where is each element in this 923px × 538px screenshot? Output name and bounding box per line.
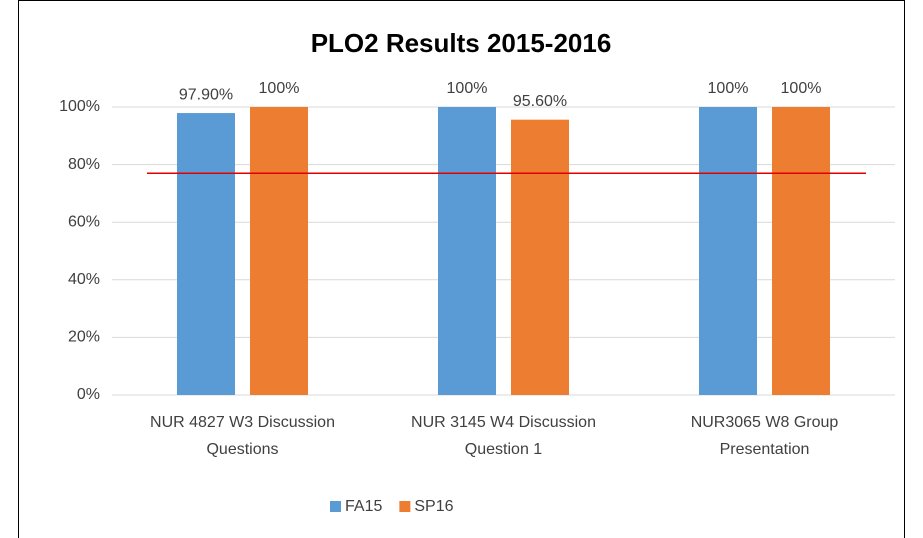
bar	[699, 107, 757, 395]
bar	[772, 107, 830, 395]
chart-title: PLO2 Results 2015-2016	[311, 28, 612, 58]
legend-swatch	[330, 501, 341, 512]
y-tick-label: 80%	[68, 156, 100, 173]
x-tick-label: NUR 3145 W4 Discussion Question 1	[411, 414, 596, 458]
bar	[177, 113, 235, 395]
bar	[438, 107, 496, 395]
bar	[250, 107, 308, 395]
legend-label: SP16	[414, 498, 453, 515]
x-tick-label: NUR 4827 W3 Discussion Questions	[150, 414, 335, 458]
x-tick-label: NUR3065 W8 Group Presentation	[690, 414, 839, 458]
bar	[511, 119, 569, 395]
data-label: 100%	[447, 80, 488, 97]
data-label: 95.60%	[513, 93, 567, 110]
data-label: 100%	[708, 80, 749, 97]
y-tick-label: 40%	[68, 271, 100, 288]
y-tick-label: 0%	[77, 386, 100, 403]
data-label: 97.90%	[179, 86, 233, 103]
data-label: 100%	[781, 80, 822, 97]
legend-label: FA15	[345, 498, 382, 515]
y-tick-label: 60%	[68, 213, 100, 230]
data-label: 100%	[259, 80, 300, 97]
legend-swatch	[399, 501, 411, 512]
y-tick-label: 20%	[68, 329, 100, 346]
chart-border	[18, 0, 905, 538]
y-tick-label: 100%	[59, 98, 100, 115]
